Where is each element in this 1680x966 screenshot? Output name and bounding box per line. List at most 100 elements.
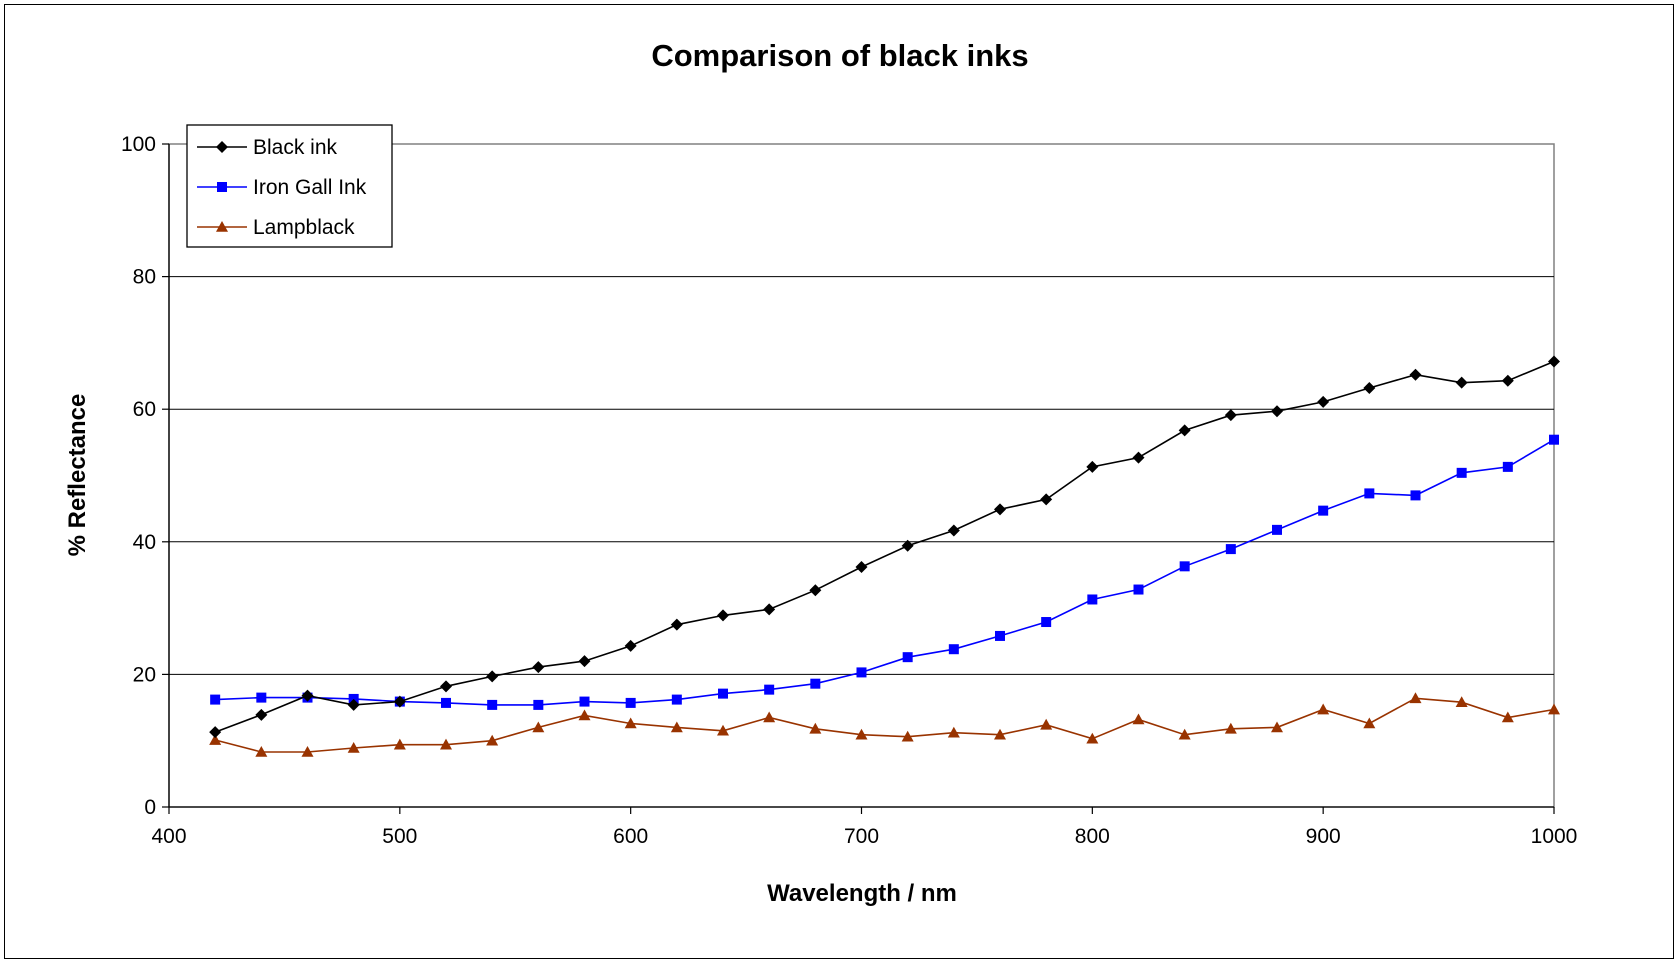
- data-point-iron-gall-ink: [487, 699, 498, 710]
- data-point-lampblack: [717, 724, 729, 736]
- data-point-lampblack: [901, 730, 914, 742]
- data-point-iron-gall-ink: [533, 699, 544, 710]
- data-point-lampblack: [809, 722, 822, 734]
- data-point-black-ink: [947, 524, 960, 537]
- data-point-lampblack: [1178, 728, 1191, 740]
- x-tick-label: 900: [1306, 825, 1341, 848]
- data-point-lampblack: [1501, 711, 1514, 723]
- data-point-black-ink: [1132, 451, 1145, 464]
- data-point-black-ink: [440, 680, 452, 693]
- data-point-black-ink: [1224, 409, 1237, 422]
- data-point-lampblack: [209, 734, 222, 745]
- data-point-black-ink: [255, 708, 268, 721]
- data-point-iron-gall-ink: [902, 652, 913, 663]
- data-point-black-ink: [1271, 405, 1283, 418]
- data-point-iron-gall-ink: [671, 694, 682, 705]
- data-point-iron-gall-ink: [1364, 488, 1375, 499]
- data-point-black-ink: [1548, 355, 1560, 368]
- x-tick-label: 500: [382, 825, 417, 848]
- y-tick-label: 60: [133, 398, 156, 421]
- data-point-iron-gall-ink: [1272, 524, 1282, 535]
- data-point-iron-gall-ink: [856, 667, 867, 678]
- data-point-lampblack: [994, 728, 1006, 740]
- data-point-iron-gall-ink: [1087, 594, 1098, 605]
- data-point-iron-gall-ink: [948, 644, 959, 655]
- data-point-iron-gall-ink: [256, 692, 267, 703]
- data-point-black-ink: [1317, 395, 1330, 408]
- series-lampblack: [209, 692, 1560, 757]
- data-point-lampblack: [855, 728, 868, 740]
- data-point-black-ink: [1501, 374, 1514, 387]
- data-point-black-ink: [301, 689, 314, 702]
- data-point-iron-gall-ink: [718, 688, 728, 699]
- x-axis-label: Wavelength / nm: [767, 880, 957, 907]
- data-point-iron-gall-ink: [1502, 461, 1513, 472]
- data-point-black-ink: [717, 609, 729, 622]
- data-point-black-ink: [1363, 381, 1376, 394]
- data-point-black-ink: [994, 503, 1006, 516]
- data-point-lampblack: [1363, 717, 1376, 729]
- data-point-black-ink: [809, 584, 822, 597]
- legend-label: Black ink: [253, 136, 338, 159]
- data-point-lampblack: [301, 745, 314, 757]
- data-point-iron-gall-ink: [810, 678, 821, 689]
- data-point-iron-gall-ink: [1179, 561, 1190, 572]
- data-point-black-ink: [209, 726, 222, 739]
- data-point-black-ink: [1178, 424, 1191, 437]
- chart-title: Comparison of black inks: [651, 38, 1028, 73]
- data-point-black-ink: [855, 560, 868, 573]
- legend-marker: [216, 141, 228, 153]
- y-tick-label: 40: [133, 531, 156, 554]
- data-point-lampblack: [486, 734, 499, 746]
- series-black-ink: [209, 355, 1560, 739]
- data-point-black-ink: [1086, 460, 1099, 473]
- data-point-lampblack: [1271, 721, 1283, 733]
- data-point-black-ink: [670, 618, 683, 631]
- legend-item-lampblack: Lampblack: [197, 216, 355, 239]
- legend-marker: [217, 182, 227, 192]
- legend: Black ink Iron Gall Ink Lampblack: [186, 124, 393, 248]
- data-point-lampblack: [1086, 732, 1099, 744]
- x-tick-label: 800: [1075, 825, 1110, 848]
- data-point-lampblack: [393, 738, 406, 750]
- data-point-black-ink: [347, 698, 360, 711]
- data-point-black-ink: [393, 695, 406, 708]
- series-line-black-ink: [214, 360, 1555, 733]
- data-point-black-ink: [901, 539, 914, 552]
- data-point-lampblack: [347, 741, 360, 753]
- data-point-iron-gall-ink: [441, 697, 451, 708]
- data-point-lampblack: [578, 709, 591, 721]
- data-point-lampblack: [1409, 692, 1422, 704]
- x-axis-ticks: 400 500 600 700 800 900 1000: [151, 807, 1577, 848]
- data-point-lampblack: [670, 721, 683, 733]
- data-point-lampblack: [624, 717, 637, 729]
- data-point-black-ink: [1040, 493, 1053, 506]
- x-tick-label: 700: [844, 825, 879, 848]
- x-tick-label: 600: [613, 825, 648, 848]
- data-point-black-ink: [486, 670, 499, 683]
- data-point-iron-gall-ink: [1549, 434, 1559, 445]
- data-point-iron-gall-ink: [1456, 467, 1467, 478]
- data-point-lampblack: [763, 711, 776, 723]
- y-tick-label: 0: [144, 796, 156, 819]
- series-line-iron-gall-ink: [215, 439, 1555, 706]
- y-tick-label: 80: [133, 266, 156, 289]
- legend-label: Iron Gall Ink: [253, 176, 367, 199]
- data-point-black-ink: [1409, 368, 1422, 381]
- data-point-lampblack: [1224, 722, 1237, 734]
- data-point-lampblack: [255, 745, 268, 757]
- data-point-iron-gall-ink: [579, 696, 590, 707]
- y-axis-label: % Reflectance: [64, 394, 91, 557]
- data-point-lampblack: [1548, 703, 1560, 715]
- data-point-lampblack: [532, 721, 545, 733]
- series-group: [209, 355, 1560, 757]
- x-tick-label: 400: [151, 825, 186, 848]
- data-point-lampblack: [1455, 696, 1468, 708]
- data-point-iron-gall-ink: [995, 630, 1005, 641]
- data-point-black-ink: [578, 655, 591, 668]
- data-point-lampblack: [1040, 718, 1053, 730]
- data-point-black-ink: [624, 639, 637, 652]
- x-tick-label: 1000: [1531, 825, 1578, 848]
- data-point-black-ink: [763, 603, 776, 616]
